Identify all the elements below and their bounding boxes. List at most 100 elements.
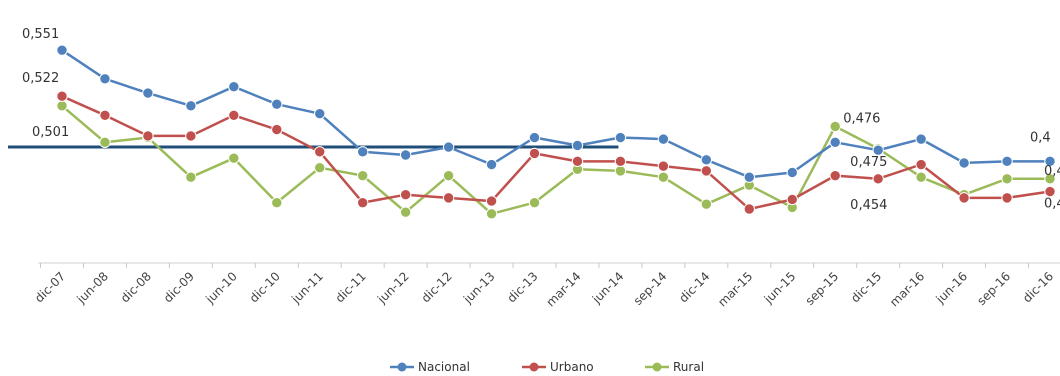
data-point	[829, 136, 841, 148]
data-point	[185, 130, 197, 142]
x-tick-label: jun-15	[761, 269, 799, 307]
data-point	[442, 141, 455, 153]
data-point	[614, 165, 627, 177]
data-point	[356, 146, 369, 158]
data-point	[99, 73, 111, 85]
data-labels-layer: 0,551 0,522 0,501 0,476 0,475 0,454 0,4 0,4 0,45	[22, 27, 1060, 213]
data-point	[786, 193, 798, 206]
x-tick-label: sep-16	[974, 269, 1013, 308]
x-tick-label: mar-15	[715, 269, 755, 309]
legend: Nacional Urbano Rural	[390, 360, 704, 374]
data-point	[185, 100, 197, 112]
data-point	[614, 131, 627, 144]
data-point	[528, 196, 541, 209]
x-tick-label: jun-13	[460, 269, 498, 307]
data-point	[485, 158, 498, 171]
data-point	[872, 173, 884, 185]
data-point	[485, 195, 498, 207]
data-point	[700, 154, 713, 166]
data-label: 0,475	[850, 155, 887, 170]
data-label: 0,501	[32, 125, 69, 140]
x-tick-label: dic-11	[333, 269, 369, 305]
x-tick-label: jun-16	[933, 269, 971, 307]
data-point	[1001, 173, 1013, 185]
data-point	[528, 131, 541, 144]
data-point	[271, 123, 283, 136]
data-point	[142, 130, 154, 142]
data-point	[743, 171, 756, 183]
series-line	[61, 95, 1051, 211]
x-tick-label: jun-12	[374, 269, 412, 307]
data-point	[700, 198, 713, 210]
x-tick-label: sep-14	[631, 269, 670, 308]
legend-label: Rural	[673, 360, 704, 374]
x-tick-label: jun-08	[73, 269, 111, 307]
data-point	[356, 169, 369, 182]
data-point	[185, 171, 197, 183]
series-urbano	[56, 90, 1056, 215]
x-tick-label: dic-07	[32, 269, 68, 305]
legend-marker	[529, 362, 539, 372]
x-tick-label: sep-15	[803, 269, 842, 308]
data-point	[1001, 192, 1013, 204]
x-tick-label: dic-08	[118, 269, 154, 305]
data-point	[142, 87, 154, 99]
data-point	[399, 189, 412, 201]
data-point	[528, 147, 541, 160]
data-point	[228, 81, 240, 93]
series-line	[61, 49, 1050, 179]
data-point	[915, 158, 927, 171]
data-point	[1001, 155, 1013, 168]
data-point	[314, 162, 326, 174]
data-point	[657, 160, 670, 172]
data-label: 0,522	[22, 71, 59, 86]
legend-item-nacional: Nacional	[390, 360, 470, 374]
data-point	[829, 120, 841, 133]
series-rural	[56, 100, 1056, 220]
series-layer	[56, 44, 1056, 220]
x-tick-label: dic-12	[419, 269, 455, 305]
data-point	[872, 144, 884, 156]
data-point	[442, 192, 455, 204]
x-tick-label: dic-13	[504, 269, 540, 305]
data-point	[228, 152, 240, 164]
data-point	[228, 109, 240, 121]
legend-label: Urbano	[550, 360, 594, 374]
data-label: 0,4	[1044, 164, 1060, 179]
data-point	[271, 98, 283, 110]
x-tick-label: dic-16	[1020, 269, 1056, 305]
data-point	[56, 100, 68, 112]
data-point	[829, 169, 841, 182]
x-tick-label: jun-14	[589, 269, 627, 307]
data-point	[399, 149, 412, 161]
series-line	[61, 104, 1050, 216]
data-label: 0,45	[1044, 197, 1060, 212]
legend-marker	[397, 362, 407, 372]
data-point	[271, 196, 283, 209]
data-point	[356, 196, 369, 209]
data-point	[56, 44, 68, 56]
data-point	[700, 165, 713, 177]
data-point	[915, 133, 927, 145]
data-label: 0,454	[850, 198, 887, 213]
data-point	[399, 206, 412, 218]
legend-item-urbano: Urbano	[522, 360, 594, 374]
data-point	[442, 169, 455, 182]
data-label: 0,476	[843, 111, 880, 126]
data-point	[571, 155, 584, 168]
data-point	[485, 208, 498, 220]
data-point	[958, 157, 970, 169]
x-tick-label: mar-16	[887, 269, 927, 309]
data-point	[1044, 155, 1056, 168]
data-point	[1044, 173, 1056, 185]
data-point	[314, 146, 326, 158]
x-tick-label: jun-10	[202, 269, 240, 307]
series-nacional	[56, 44, 1056, 183]
data-point	[915, 171, 927, 183]
x-tick-label: dic-14	[676, 269, 712, 305]
data-point	[657, 133, 670, 145]
data-point	[571, 139, 584, 152]
x-tick-label: dic-09	[161, 269, 197, 305]
